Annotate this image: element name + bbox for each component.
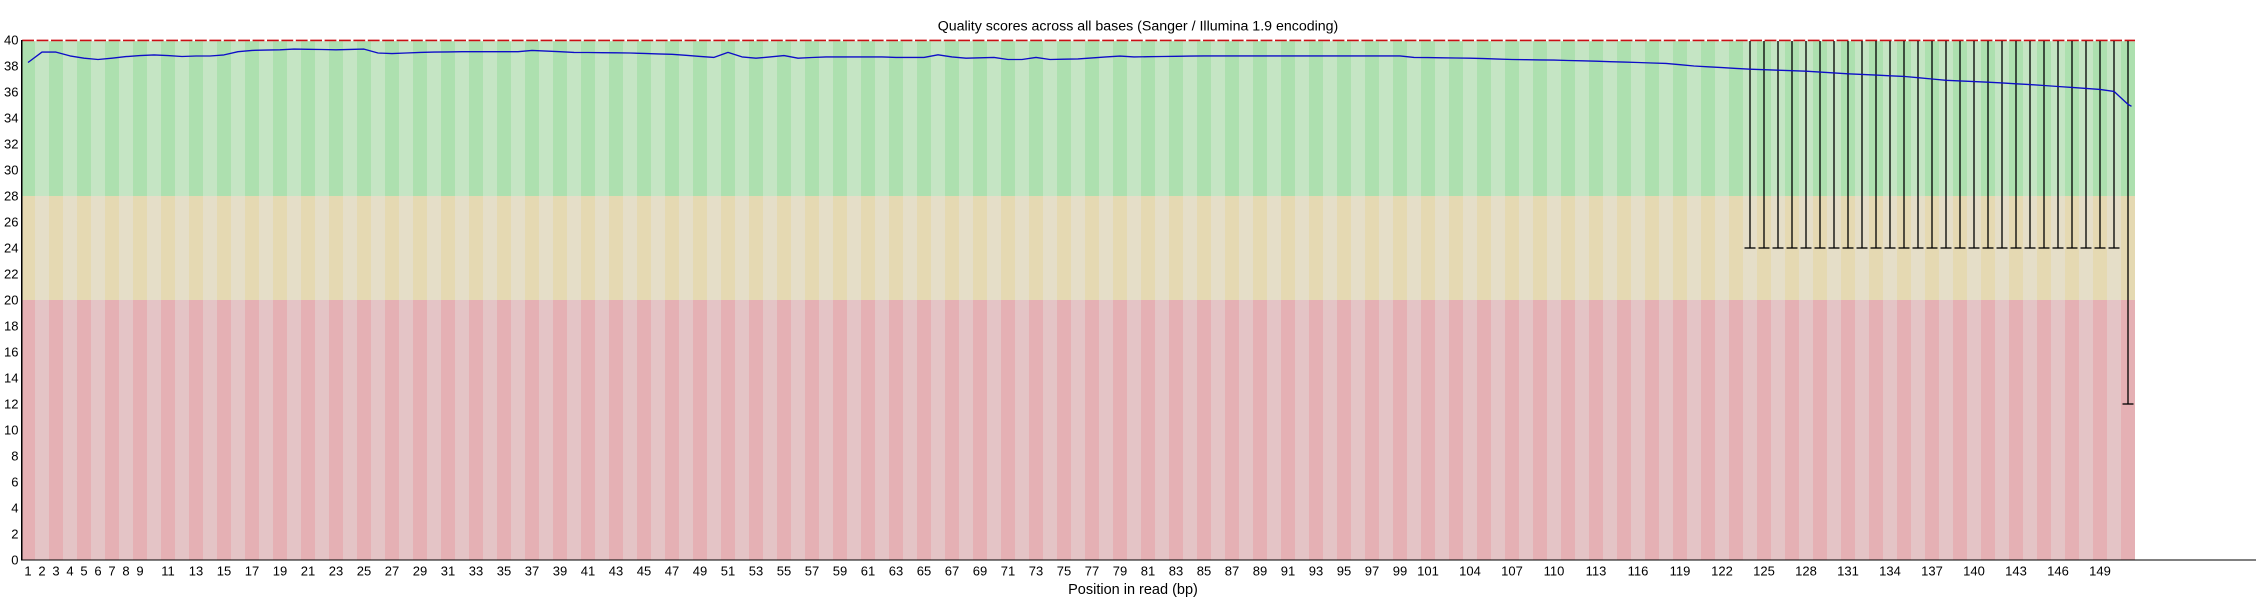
svg-text:45: 45: [637, 564, 651, 579]
svg-text:113: 113: [1586, 564, 1607, 579]
svg-text:8: 8: [11, 449, 18, 464]
svg-text:19: 19: [273, 564, 287, 579]
svg-text:8: 8: [122, 564, 129, 579]
svg-text:125: 125: [1753, 564, 1775, 579]
svg-text:134: 134: [1879, 564, 1901, 579]
svg-text:20: 20: [4, 293, 18, 308]
svg-text:30: 30: [4, 163, 18, 178]
svg-text:57: 57: [805, 564, 819, 579]
svg-text:97: 97: [1365, 564, 1379, 579]
svg-text:39: 39: [553, 564, 567, 579]
svg-text:41: 41: [581, 564, 595, 579]
svg-text:79: 79: [1113, 564, 1127, 579]
svg-text:65: 65: [917, 564, 931, 579]
svg-text:71: 71: [1001, 564, 1015, 579]
svg-text:91: 91: [1281, 564, 1295, 579]
svg-text:14: 14: [4, 371, 18, 386]
svg-text:25: 25: [357, 564, 371, 579]
svg-text:99: 99: [1393, 564, 1407, 579]
svg-text:49: 49: [693, 564, 707, 579]
svg-text:36: 36: [4, 85, 18, 100]
svg-text:40: 40: [4, 33, 18, 48]
svg-text:137: 137: [1921, 564, 1943, 579]
svg-text:35: 35: [497, 564, 511, 579]
svg-text:2: 2: [38, 564, 45, 579]
svg-text:17: 17: [245, 564, 259, 579]
svg-text:95: 95: [1337, 564, 1351, 579]
svg-text:9: 9: [136, 564, 143, 579]
svg-text:128: 128: [1795, 564, 1817, 579]
svg-text:69: 69: [973, 564, 987, 579]
svg-text:33: 33: [469, 564, 483, 579]
svg-text:104: 104: [1459, 564, 1481, 579]
svg-text:131: 131: [1837, 564, 1859, 579]
svg-text:15: 15: [217, 564, 231, 579]
svg-text:3: 3: [52, 564, 59, 579]
svg-text:149: 149: [2089, 564, 2111, 579]
svg-text:6: 6: [11, 475, 18, 490]
svg-text:110: 110: [1544, 564, 1565, 579]
svg-text:11: 11: [161, 564, 175, 579]
svg-text:28: 28: [4, 189, 18, 204]
svg-text:22: 22: [4, 267, 18, 282]
svg-text:6: 6: [94, 564, 101, 579]
svg-text:143: 143: [2005, 564, 2027, 579]
svg-text:59: 59: [833, 564, 847, 579]
svg-text:81: 81: [1141, 564, 1155, 579]
svg-text:2: 2: [11, 527, 18, 542]
svg-text:4: 4: [66, 564, 73, 579]
svg-text:37: 37: [525, 564, 539, 579]
svg-text:0: 0: [11, 553, 18, 568]
svg-text:89: 89: [1253, 564, 1267, 579]
svg-text:27: 27: [385, 564, 399, 579]
svg-text:18: 18: [4, 319, 18, 334]
svg-text:140: 140: [1963, 564, 1985, 579]
svg-text:24: 24: [4, 241, 18, 256]
svg-text:Position in read (bp): Position in read (bp): [1068, 582, 1198, 598]
svg-text:32: 32: [4, 137, 18, 152]
svg-text:10: 10: [4, 423, 18, 438]
svg-text:34: 34: [4, 111, 18, 126]
svg-text:16: 16: [4, 345, 18, 360]
svg-text:119: 119: [1670, 564, 1691, 579]
svg-text:12: 12: [4, 397, 18, 412]
svg-text:29: 29: [413, 564, 427, 579]
svg-text:13: 13: [189, 564, 203, 579]
svg-text:87: 87: [1225, 564, 1239, 579]
svg-text:23: 23: [329, 564, 343, 579]
svg-text:53: 53: [749, 564, 763, 579]
svg-text:107: 107: [1501, 564, 1523, 579]
svg-text:Quality scores across all base: Quality scores across all bases (Sanger …: [938, 18, 1339, 34]
svg-text:101: 101: [1417, 564, 1439, 579]
svg-text:146: 146: [2047, 564, 2069, 579]
svg-text:4: 4: [11, 501, 18, 516]
svg-text:51: 51: [721, 564, 735, 579]
svg-text:55: 55: [777, 564, 791, 579]
svg-text:61: 61: [861, 564, 875, 579]
svg-text:63: 63: [889, 564, 903, 579]
svg-text:43: 43: [609, 564, 623, 579]
svg-text:73: 73: [1029, 564, 1043, 579]
svg-text:122: 122: [1711, 564, 1733, 579]
svg-text:21: 21: [301, 564, 315, 579]
svg-text:38: 38: [4, 59, 18, 74]
svg-text:47: 47: [665, 564, 679, 579]
svg-text:75: 75: [1057, 564, 1071, 579]
svg-text:116: 116: [1628, 564, 1649, 579]
svg-text:1: 1: [24, 564, 31, 579]
svg-text:93: 93: [1309, 564, 1323, 579]
svg-text:5: 5: [80, 564, 87, 579]
svg-text:7: 7: [108, 564, 115, 579]
svg-text:83: 83: [1169, 564, 1183, 579]
svg-text:85: 85: [1197, 564, 1211, 579]
svg-text:26: 26: [4, 215, 18, 230]
svg-text:31: 31: [441, 564, 455, 579]
svg-text:77: 77: [1085, 564, 1099, 579]
svg-text:67: 67: [945, 564, 959, 579]
